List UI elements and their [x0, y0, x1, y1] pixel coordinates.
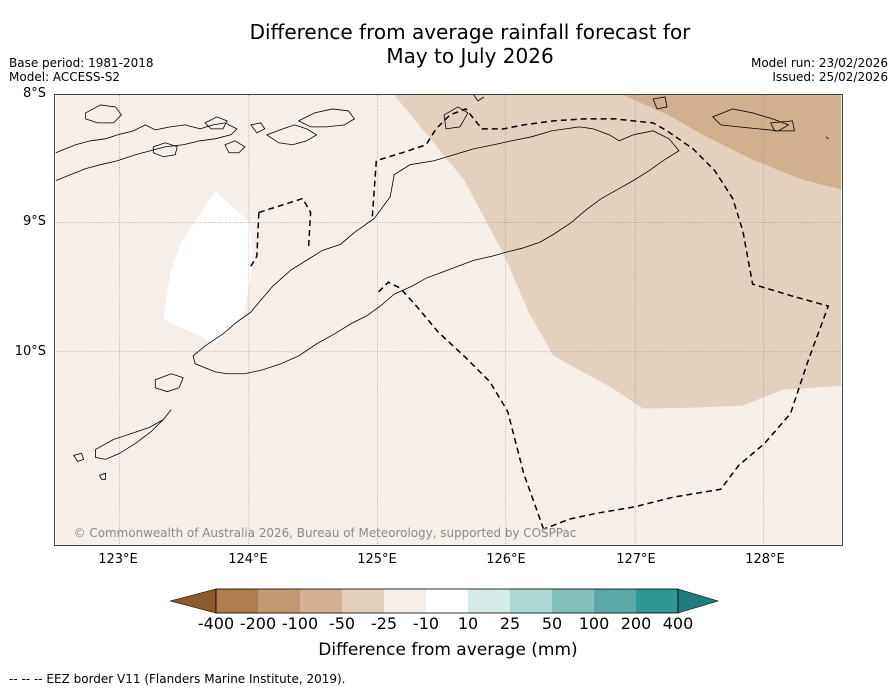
- eez-footnote: -- -- -- EEZ border V11 (Flanders Marine…: [9, 672, 346, 686]
- colorbar-seg-1: [216, 589, 258, 613]
- map-region-mid-tan: [623, 95, 842, 190]
- chart-title: Difference from average rainfall forecas…: [0, 20, 896, 68]
- colorbar: [170, 588, 720, 614]
- lon-label-125e: 125°E: [357, 552, 397, 567]
- colorbar-seg-2: [258, 589, 300, 613]
- lat-label-9s: 9°S: [22, 214, 46, 229]
- title-line-2: May to July 2026: [386, 44, 554, 68]
- cb-label-100: 100: [578, 614, 610, 633]
- colorbar-frame: [215, 588, 679, 614]
- lon-label-127e: 127°E: [616, 552, 656, 567]
- colorbar-arrow-right: [677, 588, 720, 614]
- cb-label-neg400: -400: [197, 614, 235, 633]
- colorbar-arrow-left: [170, 588, 217, 614]
- issued-date: Issued: 25/02/2026: [772, 70, 888, 84]
- lat-label-8s: 8°S: [22, 86, 46, 101]
- colorbar-seg-3: [300, 589, 342, 613]
- colorbar-seg-9: [552, 589, 594, 613]
- lon-label-123e: 123°E: [98, 552, 138, 567]
- cb-label-50: 50: [541, 614, 563, 633]
- colorbar-seg-8: [510, 589, 552, 613]
- cb-label-10: 10: [457, 614, 479, 633]
- map-gridlines: [55, 95, 842, 545]
- map-region-no-data: [163, 190, 253, 344]
- base-period: Base period: 1981-2018: [9, 56, 154, 70]
- title-line-1: Difference from average rainfall forecas…: [249, 20, 691, 44]
- meta-left: Base period: 1981-2018 Model: ACCESS-S2: [9, 56, 154, 84]
- cb-label-neg200: -200: [239, 614, 277, 633]
- model-name: Model: ACCESS-S2: [9, 70, 121, 84]
- model-run: Model run: 23/02/2026: [750, 56, 888, 70]
- colorbar-seg-11: [636, 589, 678, 613]
- colorbar-seg-4: [342, 589, 384, 613]
- colorbar-seg-10: [594, 589, 636, 613]
- cb-label-400: 400: [662, 614, 694, 633]
- cb-label-neg25: -25: [370, 614, 398, 633]
- colorbar-seg-6: [426, 589, 468, 613]
- cb-label-25: 25: [499, 614, 521, 633]
- forecast-map[interactable]: © Commonwealth of Australia 2026, Bureau…: [54, 94, 843, 546]
- eez-border[interactable]: [250, 108, 830, 530]
- cb-label-200: 200: [620, 614, 652, 633]
- colorbar-title: Difference from average (mm): [318, 640, 578, 660]
- lon-label-128e: 128°E: [745, 552, 785, 567]
- colorbar-seg-7: [468, 589, 510, 613]
- cb-label-neg100: -100: [281, 614, 319, 633]
- cb-label-neg10: -10: [412, 614, 440, 633]
- cb-label-neg50: -50: [328, 614, 356, 633]
- lon-label-124e: 124°E: [228, 552, 268, 567]
- lat-label-10s: 10°S: [14, 344, 46, 359]
- lon-label-126e: 126°E: [486, 552, 526, 567]
- map-region-light-tan: [394, 95, 842, 409]
- colorbar-seg-5: [384, 589, 426, 613]
- map-copyright: © Commonwealth of Australia 2026, Bureau…: [74, 526, 577, 540]
- meta-right: Model run: 23/02/2026 Issued: 25/02/2026: [751, 56, 888, 84]
- coastlines: [55, 95, 829, 480]
